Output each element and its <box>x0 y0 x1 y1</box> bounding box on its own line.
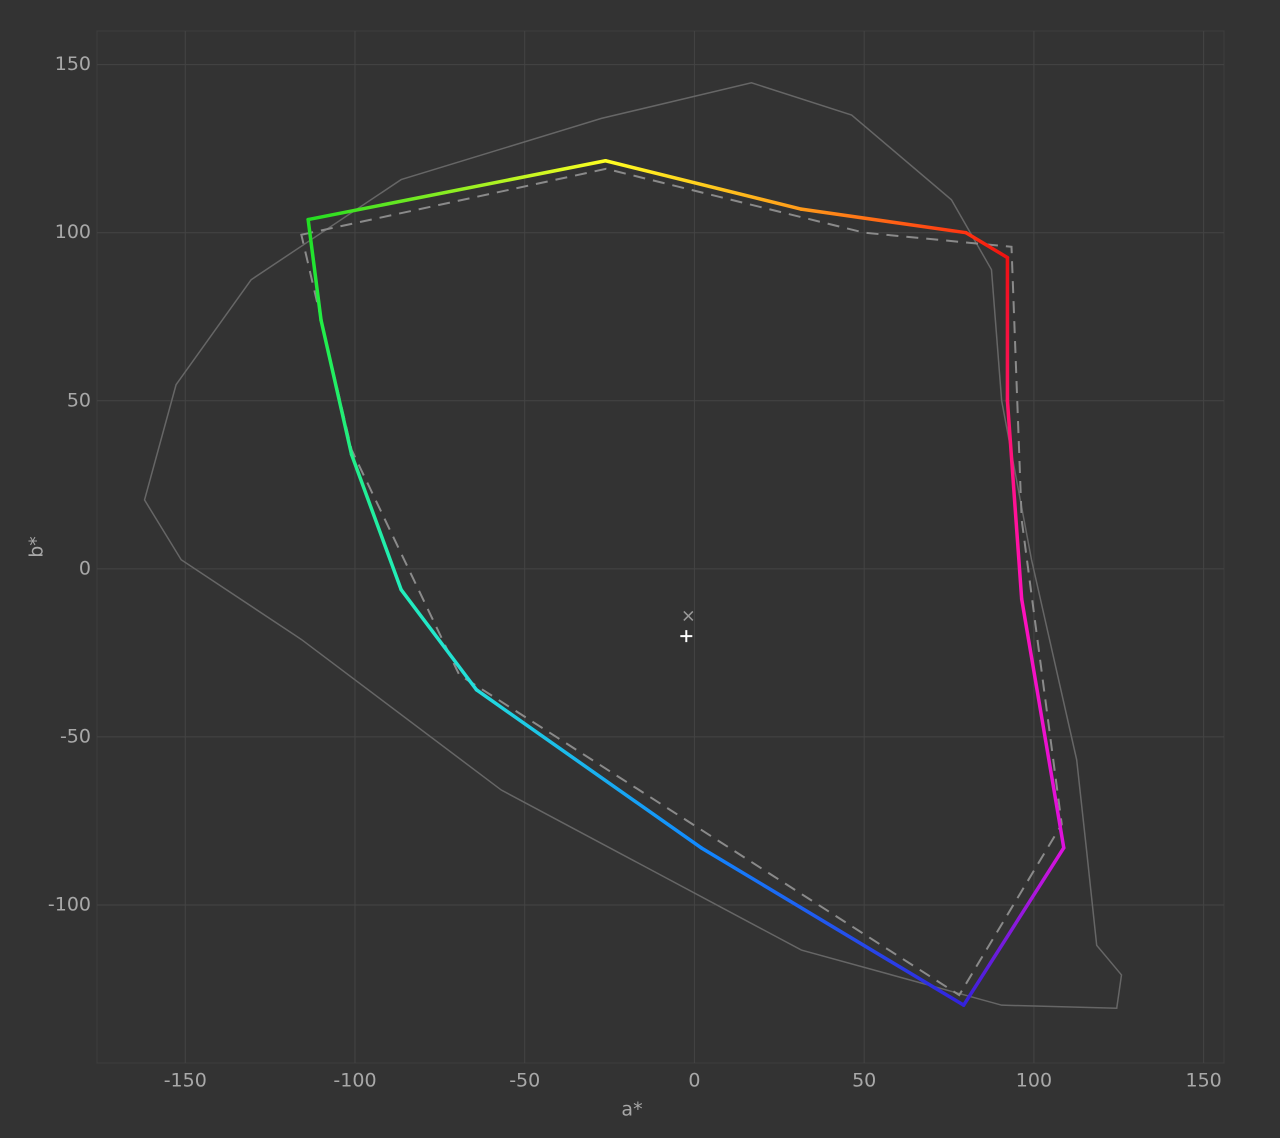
gamut-segment <box>1005 399 1024 601</box>
gamut-segment <box>699 846 966 1007</box>
y-tick-label: 0 <box>79 557 91 579</box>
plot-frame <box>96 30 1225 1064</box>
reference-white-marker <box>683 610 694 621</box>
y-tick-label: -50 <box>60 725 91 747</box>
x-axis-label: a* <box>621 1099 642 1121</box>
x-tick-label: 150 <box>1185 1070 1221 1092</box>
y-axis-label: b* <box>26 536 48 558</box>
gamut-segment <box>964 230 1010 260</box>
x-tick-label: 50 <box>852 1070 876 1092</box>
gamut-segment <box>474 688 703 850</box>
x-tick-label: -150 <box>164 1070 207 1092</box>
gamut-segment <box>603 159 804 211</box>
white-point-marker <box>680 630 693 643</box>
gamut-segment <box>799 207 968 235</box>
gamut-segment <box>399 587 479 692</box>
gamut-segment <box>306 159 608 222</box>
reference-line <box>300 167 1063 997</box>
gamut-segment <box>1019 597 1066 850</box>
locus-line <box>143 81 1123 1009</box>
gamut-segment <box>349 452 403 592</box>
gamut-segment <box>319 318 354 457</box>
gamut-segment <box>961 846 1066 1007</box>
x-tick-label: 0 <box>688 1070 700 1092</box>
y-tick-label: 100 <box>55 221 91 243</box>
y-tick-label: 50 <box>67 389 91 411</box>
x-tick-label: -50 <box>509 1070 540 1092</box>
x-tick-label: -100 <box>333 1070 376 1092</box>
x-tick-label: 100 <box>1016 1070 1052 1092</box>
gamut-segment <box>306 217 323 322</box>
y-tick-label: -100 <box>48 894 91 916</box>
y-tick-label: 150 <box>55 53 91 75</box>
